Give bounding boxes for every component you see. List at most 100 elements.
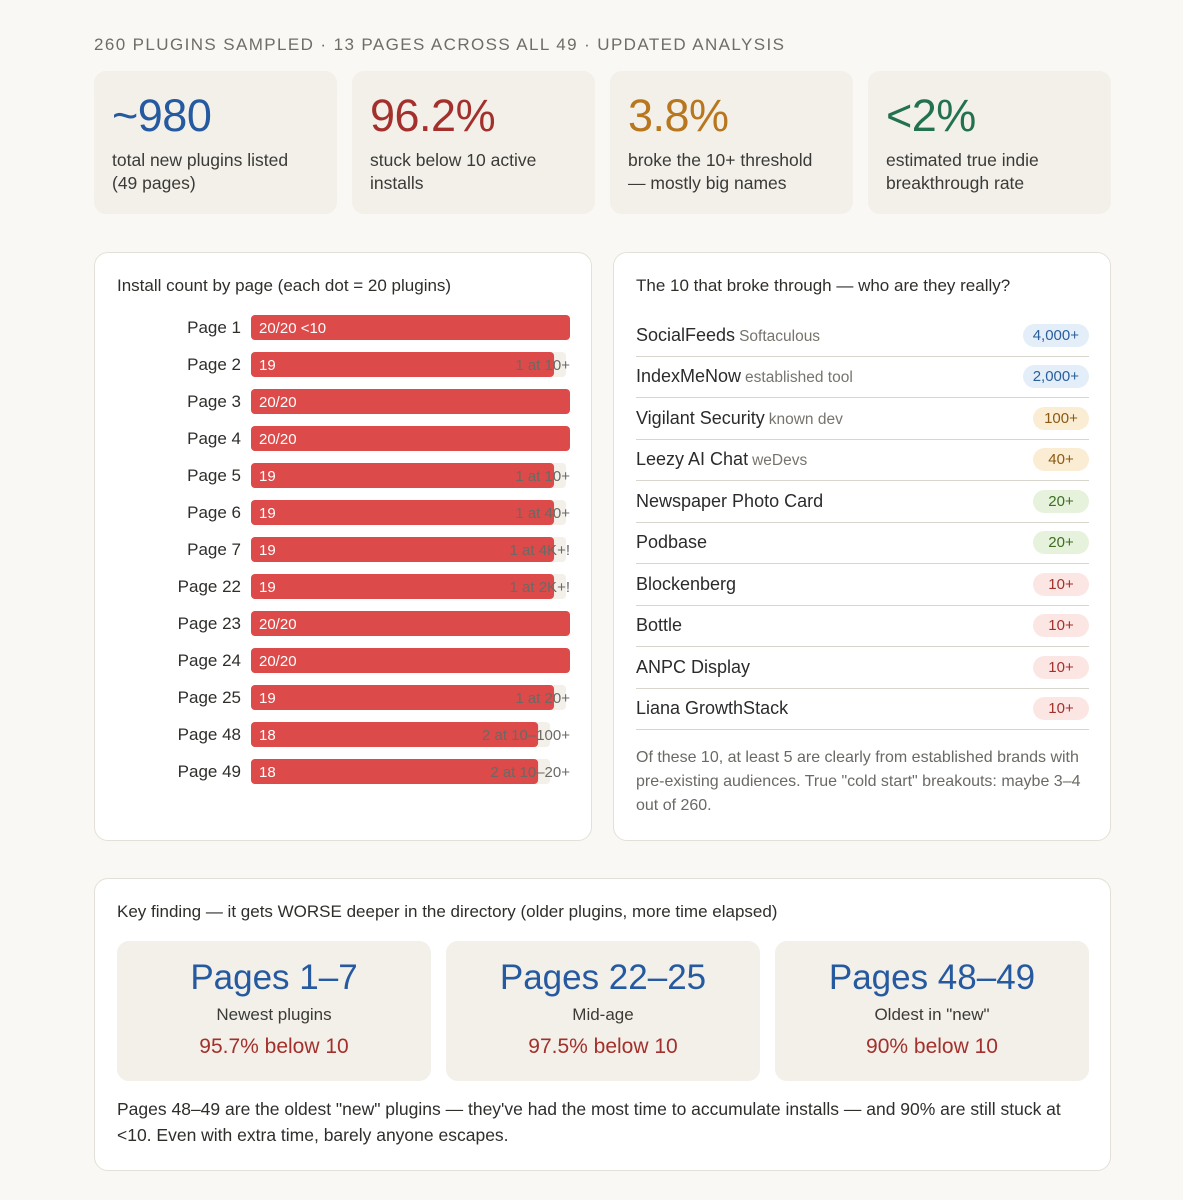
plugin-name: IndexMeNow (636, 366, 742, 387)
breakthrough-list: SocialFeeds Softaculous 4,000+ IndexMeNow es… (636, 315, 1089, 730)
plugin-name: Newspaper Photo Card (636, 490, 824, 511)
breakthrough-row: Vigilant Security known dev 100+ (636, 398, 1089, 440)
key-finding-panel: Key finding — it gets WORSE deeper in th… (94, 878, 1111, 1171)
bar-value-label: 20/20 (259, 394, 297, 411)
bar-value-label: 19 (259, 542, 276, 559)
bar-note: 1 at 20+ (515, 690, 570, 707)
breakthrough-row: Leezy AI Chat weDevs 40+ (636, 440, 1089, 481)
stat-value: <2% (886, 90, 976, 141)
bar-value-label: 19 (259, 579, 276, 596)
stat-label: stuck below 10 active installs (370, 150, 537, 193)
install-badge: 100+ (1033, 406, 1089, 430)
install-badge: 40+ (1033, 448, 1089, 472)
category-label: Page 22 (178, 577, 241, 596)
plugin-name: ANPC Display (636, 656, 751, 677)
breakthrough-row: Newspaper Photo Card 20+ (636, 481, 1089, 523)
breakthrough-row: Podbase 20+ (636, 523, 1089, 564)
bar-value-label: 20/20 (259, 653, 297, 670)
bar (251, 426, 570, 451)
plugin-note: established tool (745, 369, 853, 387)
stat-label: total new plugins listed (49 pages) (112, 150, 289, 193)
card-stat: 95.7% below 10 (199, 1035, 349, 1058)
install-bar-chart: Page 1 20/20 <10 Page 2 19 1 at 10+ Page 3 20/… (178, 315, 570, 784)
plugin-name: Leezy AI Chat (636, 449, 749, 470)
row-left: Blockenberg (636, 574, 736, 595)
stat-card-indie: <2% estimated true indie breakthrough ra… (868, 71, 1111, 214)
plugin-name: Bottle (636, 615, 683, 636)
category-label: Page 6 (187, 503, 241, 522)
install-badge: 10+ (1033, 572, 1089, 596)
stat-label: estimated true indie breakthrough rate (886, 150, 1039, 193)
row-left: Newspaper Photo Card (636, 491, 823, 512)
breakthrough-footnote: Of these 10, at least 5 are clearly from… (636, 749, 1081, 814)
bar-note: 2 at 10–100+ (482, 727, 570, 744)
breakthrough-row: SocialFeeds Softaculous 4,000+ (636, 315, 1089, 357)
install-badge: 10+ (1033, 697, 1089, 721)
install-badge: 20+ (1033, 531, 1089, 555)
bar (251, 463, 555, 488)
bar-note: 1 at 40+ (515, 505, 570, 522)
stat-label: broke the 10+ threshold — mostly big nam… (628, 150, 813, 193)
bar (251, 574, 555, 599)
bar-note: 1 at 10+ (515, 357, 570, 374)
bar-value-label: 19 (259, 505, 276, 522)
bar (251, 315, 570, 340)
card-subtitle: Oldest in "new" (874, 1005, 990, 1024)
card-title: Pages 1–7 (190, 958, 358, 997)
plugin-name: Blockenberg (636, 573, 737, 594)
bar (251, 611, 570, 636)
category-label: Page 23 (178, 614, 241, 633)
card-subtitle: Newest plugins (216, 1005, 332, 1024)
plugin-note: known dev (768, 410, 843, 428)
category-label: Page 7 (187, 540, 241, 559)
card-title: Pages 22–25 (499, 958, 707, 997)
category-label: Page 24 (178, 651, 241, 670)
stat-value: 96.2% (370, 90, 496, 141)
row-left: SocialFeeds Softaculous (636, 325, 820, 346)
bar-note: 2 at 10–20+ (490, 764, 570, 781)
bar (251, 389, 570, 414)
install-badge: 10+ (1033, 655, 1089, 679)
category-label: Page 5 (187, 466, 241, 485)
bar (251, 500, 555, 525)
bar-value-label: 20/20 (259, 616, 297, 633)
card-stat: 97.5% below 10 (528, 1035, 678, 1058)
finding-cards: Pages 1–7 Newest plugins 95.7% below 10 … (117, 941, 1089, 1081)
category-label: Page 25 (178, 688, 241, 707)
category-label: Page 2 (187, 355, 241, 374)
bar (251, 352, 555, 377)
row-left: Vigilant Security known dev (636, 408, 843, 429)
chart-title: Install count by page (each dot = 20 plu… (117, 276, 452, 295)
breakthrough-row: IndexMeNow established tool 2,000+ (636, 357, 1089, 398)
bar-note: 1 at 10+ (515, 468, 570, 485)
row-left: ANPC Display (636, 657, 750, 678)
bar-value-label: 19 (259, 468, 276, 485)
breakthrough-title: The 10 that broke through — who are they… (636, 276, 1011, 295)
plugin-name: Podbase (636, 532, 708, 553)
bar-value-label: 20/20 (259, 431, 297, 448)
stat-card-total: ~980 total new plugins listed (49 pages) (94, 71, 337, 214)
card-stat: 90% below 10 (866, 1035, 998, 1058)
card-title: Pages 48–49 (828, 958, 1036, 997)
install-badge: 20+ (1033, 489, 1089, 513)
stat-cards: ~980 total new plugins listed (49 pages)… (94, 71, 1111, 214)
bar-value-label: 18 (259, 764, 276, 781)
category-label: Page 3 (187, 392, 241, 411)
row-left: IndexMeNow established tool (636, 366, 853, 387)
category-label: Page 1 (187, 318, 241, 337)
install-badge: 4,000+ (1022, 323, 1089, 347)
breakthrough-row: Liana GrowthStack 10+ (636, 689, 1089, 730)
row-left: Bottle (636, 615, 682, 636)
install-badge: 10+ (1033, 614, 1089, 638)
finding-card-newest: Pages 1–7 Newest plugins 95.7% below 10 (117, 941, 431, 1081)
bar (251, 537, 555, 562)
bar (251, 648, 570, 673)
plugin-name: SocialFeeds (636, 324, 736, 345)
install-chart-panel: Page 1 20/20 <10 Page 2 19 1 at 10+ Page 3 20/… (94, 252, 592, 841)
install-badge: 2,000+ (1022, 365, 1089, 389)
plugin-note: weDevs (752, 452, 808, 470)
plugin-note: Softaculous (739, 327, 821, 345)
stat-card-broke: 3.8% broke the 10+ threshold — mostly bi… (610, 71, 853, 214)
page-header: 260 PLUGINS SAMPLED · 13 PAGES ACROSS AL… (94, 35, 786, 54)
plugin-name: Vigilant Security (636, 407, 765, 428)
